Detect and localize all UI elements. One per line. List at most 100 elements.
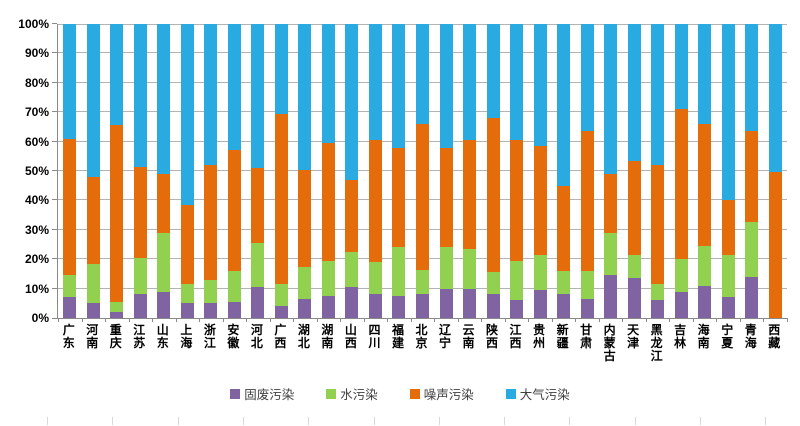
sheet-tick xyxy=(569,417,571,425)
y-axis-label: 0% xyxy=(31,311,49,325)
bar-segment-固废污染 xyxy=(721,297,735,318)
bar-湖北 xyxy=(298,24,312,318)
legend-item-噪声污染: 噪声污染 xyxy=(409,384,474,403)
bar-segment-噪声污染 xyxy=(580,131,594,271)
x-axis-tick xyxy=(316,318,318,322)
x-axis-tick xyxy=(763,318,765,322)
bar-segment-水污染 xyxy=(651,284,665,301)
x-axis-tick xyxy=(787,318,788,322)
chart-legend: 固废污染 水污染 噪声污染 大气污染 xyxy=(0,384,800,403)
x-axis-tick xyxy=(269,318,271,322)
bar-segment-大气污染 xyxy=(133,24,147,167)
bar-segment-固废污染 xyxy=(486,294,500,318)
bar-segment-固废污染 xyxy=(651,300,665,318)
bar-segment-大气污染 xyxy=(721,24,735,201)
bar-segment-水污染 xyxy=(580,270,594,299)
bar-segment-水污染 xyxy=(274,284,288,307)
bar-segment-噪声污染 xyxy=(533,146,547,255)
bar-青海 xyxy=(745,24,759,318)
bar-segment-噪声污染 xyxy=(651,165,665,285)
bar-segment-大气污染 xyxy=(651,24,665,166)
bar-segment-大气污染 xyxy=(157,24,171,174)
x-axis-tick xyxy=(246,318,248,322)
bar-segment-固废污染 xyxy=(627,278,641,318)
x-axis-label-内蒙古: 内蒙古 xyxy=(603,323,616,363)
x-axis-tick xyxy=(222,318,224,322)
bar-浙江 xyxy=(204,24,218,318)
bar-segment-噪声污染 xyxy=(298,169,312,267)
x-axis-tick xyxy=(551,318,553,322)
bar-segment-噪声污染 xyxy=(392,147,406,248)
bar-segment-大气污染 xyxy=(627,24,641,161)
bar-山西 xyxy=(345,24,359,318)
bar-segment-噪声污染 xyxy=(227,150,241,271)
x-axis-label-黑龙江: 黑龙江 xyxy=(650,323,663,363)
sheet-tick xyxy=(700,417,701,425)
bar-segment-水污染 xyxy=(604,232,618,276)
x-axis-label-陕西: 陕西 xyxy=(486,323,499,350)
bar-segment-噪声污染 xyxy=(416,123,429,270)
bar-segment-大气污染 xyxy=(745,24,759,132)
bar-segment-噪声污染 xyxy=(110,125,124,302)
bar-segment-噪声污染 xyxy=(463,140,477,249)
bar-segment-大气污染 xyxy=(416,24,429,124)
y-axis-label: 90% xyxy=(24,46,49,61)
bar-segment-固废污染 xyxy=(604,275,618,318)
bar-广西 xyxy=(274,24,288,318)
y-axis-tick xyxy=(52,23,57,24)
bar-segment-水污染 xyxy=(627,254,641,279)
bar-segment-水污染 xyxy=(439,247,453,289)
x-axis-label-湖南: 湖南 xyxy=(321,323,334,350)
bar-宁夏 xyxy=(721,24,735,318)
bar-上海 xyxy=(180,24,194,318)
x-axis-label-西藏: 西藏 xyxy=(768,323,781,350)
bar-segment-水污染 xyxy=(368,262,382,295)
bar-天津 xyxy=(627,24,641,318)
bar-segment-固废污染 xyxy=(439,288,453,318)
bar-segment-水污染 xyxy=(698,245,712,286)
bar-segment-固废污染 xyxy=(510,300,524,318)
bar-segment-大气污染 xyxy=(674,24,688,110)
bar-segment-固废污染 xyxy=(63,297,77,318)
x-axis-label-青海: 青海 xyxy=(744,323,757,350)
y-axis-tick xyxy=(52,170,57,171)
bar-segment-固废污染 xyxy=(298,298,312,318)
legend-item-大气污染: 大气污染 xyxy=(505,384,570,403)
bar-segment-固废污染 xyxy=(110,312,124,318)
x-axis-label-天津: 天津 xyxy=(627,323,640,350)
x-axis-tick xyxy=(457,318,459,322)
bar-山东 xyxy=(157,24,171,318)
y-axis-label: 50% xyxy=(24,164,49,178)
bar-segment-固废污染 xyxy=(227,301,241,318)
x-axis-label-辽宁: 辽宁 xyxy=(439,323,452,350)
bar-segment-噪声污染 xyxy=(86,176,100,264)
bar-segment-噪声污染 xyxy=(439,147,453,248)
bar-segment-固废污染 xyxy=(180,303,194,318)
x-axis-label-吉林: 吉林 xyxy=(674,323,687,350)
bar-segment-水污染 xyxy=(510,260,524,301)
legend-item-固废污染: 固废污染 xyxy=(230,384,294,403)
x-axis-label-安徽: 安徽 xyxy=(227,323,240,350)
bar-广东 xyxy=(63,24,77,318)
sheet-tick xyxy=(47,417,48,425)
bar-segment-固废污染 xyxy=(674,291,688,318)
bar-福建 xyxy=(392,24,406,318)
bar-segment-大气污染 xyxy=(110,24,124,126)
bar-江西 xyxy=(510,24,524,318)
bar-segment-大气污染 xyxy=(580,24,594,132)
x-axis-tick xyxy=(669,318,671,322)
bar-segment-固废污染 xyxy=(368,294,382,318)
y-axis-tick xyxy=(52,287,57,289)
bar-辽宁 xyxy=(439,24,453,318)
x-axis-tick xyxy=(128,318,130,322)
y-axis-label: 100% xyxy=(18,17,49,31)
bar-segment-固废污染 xyxy=(557,294,571,318)
bar-segment-大气污染 xyxy=(439,24,453,148)
x-axis-label-海南: 海南 xyxy=(697,323,710,350)
bar-江苏 xyxy=(133,24,147,318)
bar-segment-固废污染 xyxy=(321,295,335,318)
bar-segment-水污染 xyxy=(745,222,759,277)
sheet-tick xyxy=(765,417,767,425)
bar-segment-水污染 xyxy=(227,270,241,302)
x-axis-label-山西: 山西 xyxy=(344,323,357,350)
